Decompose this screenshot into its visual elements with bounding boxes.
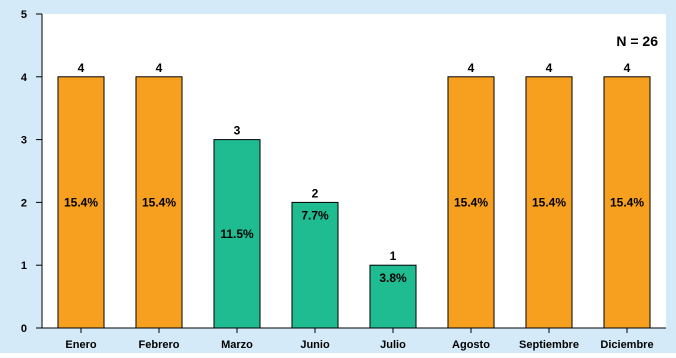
y-tick-label: 2: [21, 197, 27, 209]
bar-value-label: 4: [78, 61, 85, 75]
y-tick-label: 5: [21, 9, 27, 21]
bars: 4 15.4% 4 15.4% 3 11.5% 2 7.7% 1 3.8% 4 15.4% 4 15.4%…: [57, 61, 651, 329]
bar: [57, 76, 105, 329]
bar: [447, 76, 495, 329]
x-category-label: Enero: [65, 339, 96, 351]
x-category-label: Agosto: [452, 339, 490, 351]
bar-percent-label: 15.4%: [532, 195, 566, 209]
bar: [213, 139, 261, 329]
sample-size-annotation: N = 26: [616, 33, 658, 49]
y-tick-label: 0: [21, 323, 27, 335]
x-axis-labels: Enero Febrero Marzo Junio Julio Agosto Septiem…: [65, 328, 654, 351]
bar: [291, 201, 339, 329]
bar-percent-label: 15.4%: [454, 195, 488, 209]
bar-percent-label: 15.4%: [142, 195, 176, 209]
x-category-label: Julio: [380, 339, 406, 351]
x-category-label: Septiembre: [519, 339, 579, 351]
bar-percent-label: 3.8%: [379, 271, 407, 285]
bar-value-label: 4: [156, 61, 163, 75]
bar-value-label: 3: [234, 124, 241, 138]
bar-percent-label: 7.7%: [301, 208, 329, 222]
bar-percent-label: 15.4%: [64, 195, 98, 209]
bar-value-label: 4: [624, 61, 631, 75]
y-tick-label: 1: [21, 260, 27, 272]
x-category-label: Junio: [300, 339, 330, 351]
x-category-label: Febrero: [139, 339, 180, 351]
bar: [525, 76, 573, 329]
x-category-label: Diciembre: [600, 339, 653, 351]
bar-percent-label: 11.5%: [220, 227, 254, 241]
bar: [369, 264, 417, 329]
bar: [603, 76, 651, 329]
y-tick-label: 3: [21, 135, 27, 147]
bar-value-label: 2: [312, 186, 319, 200]
y-tick-label: 4: [21, 72, 28, 84]
bar-value-label: 1: [390, 249, 397, 263]
y-axis-ticks: 0 1 2 3 4 5: [21, 9, 42, 335]
bar-value-label: 4: [468, 61, 475, 75]
bar-value-label: 4: [546, 61, 553, 75]
x-category-label: Marzo: [221, 339, 253, 351]
bar-percent-label: 15.4%: [610, 195, 644, 209]
